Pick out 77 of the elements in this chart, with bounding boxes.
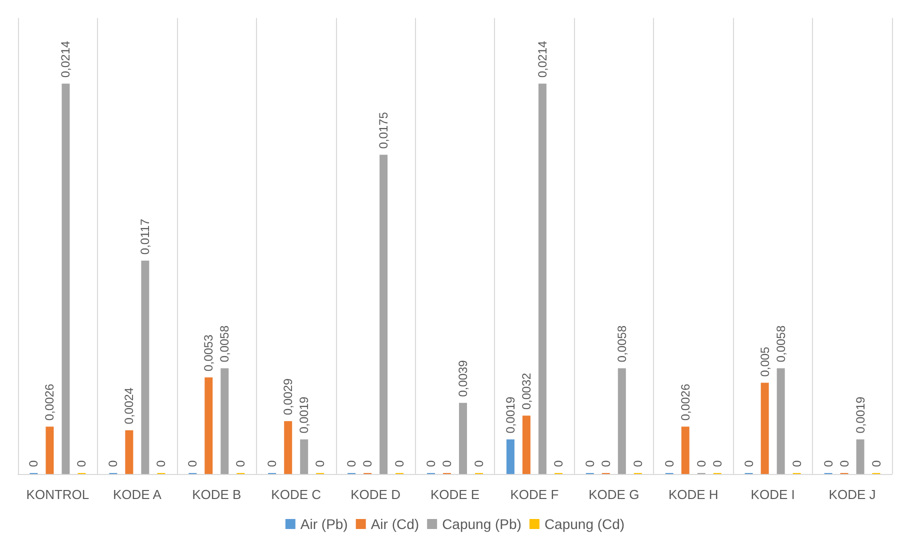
bar [220, 368, 229, 474]
data-label: 0,0039 [456, 360, 470, 397]
bar [62, 84, 70, 474]
x-tick-label: KONTROL [26, 487, 90, 502]
data-label: 0,0175 [376, 112, 391, 149]
data-label: 0,0026 [678, 384, 692, 421]
data-label: 0 [106, 460, 120, 467]
data-label: 0 [265, 460, 280, 467]
data-label: 0 [440, 460, 454, 467]
data-label: 0 [821, 460, 836, 467]
data-label: 0,0214 [535, 40, 550, 78]
bar [856, 439, 864, 474]
bar [538, 84, 546, 474]
bar [125, 430, 134, 474]
data-label: 0 [154, 460, 168, 467]
x-tick-label: KODE A [112, 487, 162, 502]
data-label: 0 [630, 460, 645, 467]
data-label: 0,0019 [503, 396, 518, 434]
bar [300, 439, 308, 474]
bar [681, 426, 690, 474]
data-label: 0 [790, 460, 804, 467]
data-label: 0 [742, 460, 756, 467]
bar [284, 421, 292, 474]
data-label: 0 [694, 460, 708, 467]
data-label: 0 [551, 460, 566, 467]
data-label: 0 [582, 460, 597, 467]
x-tick-label: KODE D [350, 487, 400, 502]
data-label: 0 [26, 460, 41, 467]
data-label: 0 [869, 460, 884, 467]
data-label: 0 [186, 460, 200, 467]
data-label: 0,0058 [614, 325, 629, 362]
bar [46, 426, 54, 474]
data-label: 0,0058 [218, 325, 232, 362]
legend-label: Air (Cd) [370, 516, 420, 532]
data-label: 0,0053 [202, 334, 216, 372]
data-label: 0 [710, 460, 724, 467]
data-label: 0 [360, 460, 375, 467]
x-tick-label: KODE B [192, 487, 242, 502]
x-tick-label: KODE E [430, 487, 480, 502]
x-tick-label: KODE J [828, 487, 876, 502]
x-tick-label: KODE H [668, 487, 718, 502]
data-label: 0 [837, 460, 852, 467]
data-label: 0,0032 [519, 372, 534, 410]
bar [459, 402, 467, 474]
bar [760, 382, 769, 474]
x-tick-label: KODE F [510, 487, 559, 502]
legend-label: Capung (Pb) [442, 516, 522, 532]
bar [776, 368, 785, 474]
x-tick-label: KODE C [271, 487, 322, 502]
bar [522, 416, 530, 474]
data-label: 0 [598, 460, 613, 467]
data-label: 0 [392, 460, 407, 467]
data-label: 0 [234, 460, 248, 467]
bar [618, 368, 626, 474]
data-label: 0,0019 [853, 396, 868, 434]
data-label: 0,0029 [281, 378, 296, 416]
data-label: 0,0024 [122, 387, 136, 424]
data-label: 0 [472, 460, 486, 467]
data-label: 0,005 [758, 346, 772, 377]
data-label: 0 [74, 460, 89, 467]
x-tick-label: KODE I [750, 487, 795, 502]
data-label: 0 [424, 460, 438, 467]
bar [204, 377, 213, 474]
data-label: 0,0019 [297, 396, 312, 434]
data-label: 0,0117 [138, 218, 152, 255]
data-label: 0 [313, 460, 328, 467]
data-label: 0,0026 [42, 384, 57, 421]
bar [141, 260, 150, 474]
legend-label: Air (Pb) [300, 516, 348, 532]
legend-label: Capung (Cd) [544, 516, 625, 532]
data-label: 0,0058 [774, 325, 788, 362]
data-label: 0 [344, 460, 359, 467]
data-label: 0,0214 [58, 40, 73, 78]
bar [380, 154, 388, 474]
data-label: 0 [662, 460, 676, 467]
bar [506, 439, 514, 474]
x-tick-label: KODE G [588, 487, 640, 502]
